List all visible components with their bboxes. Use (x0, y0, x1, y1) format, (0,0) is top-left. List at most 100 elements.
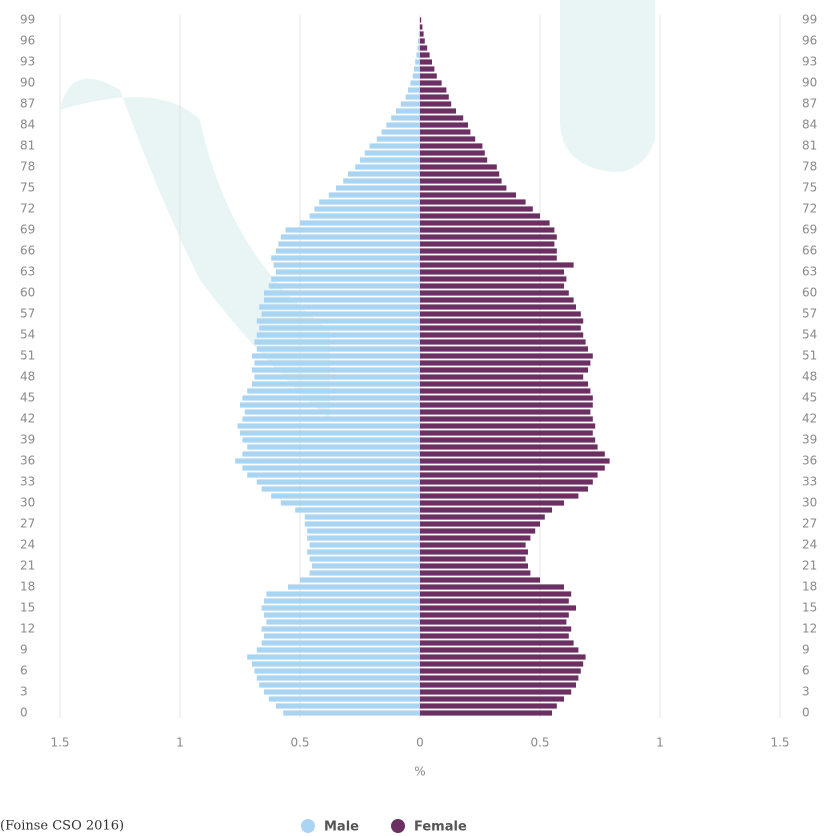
bar (264, 297, 420, 303)
bar (242, 451, 420, 457)
bar (420, 87, 447, 93)
bar (396, 108, 420, 114)
bar (420, 472, 598, 478)
y-tick-label-right: 51 (802, 349, 817, 363)
bar (420, 115, 464, 121)
bar (420, 647, 579, 653)
bar (420, 444, 598, 450)
bar (420, 409, 591, 415)
bar (420, 451, 605, 457)
legend-marker (391, 819, 405, 833)
y-tick-label-right: 39 (802, 433, 817, 447)
bar (420, 206, 533, 212)
bar (348, 171, 420, 177)
bar (261, 626, 420, 632)
y-tick-label: 60 (20, 286, 35, 300)
y-tick-label: 30 (20, 496, 35, 510)
y-tick-label-right: 3 (802, 685, 810, 699)
bar (420, 381, 588, 387)
y-tick-label-right: 63 (802, 265, 817, 279)
bar (273, 262, 420, 268)
bar (266, 591, 420, 597)
y-tick-label-right: 48 (802, 370, 817, 384)
bar (259, 304, 420, 310)
bar (276, 269, 420, 275)
bar (285, 227, 420, 233)
bar (418, 31, 420, 37)
y-tick-label-right: 33 (802, 475, 817, 489)
bar (264, 689, 420, 695)
bar (261, 486, 420, 492)
bar (252, 367, 420, 373)
bar (420, 486, 588, 492)
bar (420, 619, 567, 625)
y-tick-label-right: 6 (802, 664, 810, 678)
y-tick-label: 3 (20, 685, 28, 699)
bar (254, 668, 420, 674)
y-tick-label-right: 45 (802, 391, 817, 405)
bar (264, 633, 420, 639)
y-tick-label-right: 9 (802, 643, 810, 657)
bar (420, 514, 545, 520)
bar (420, 262, 574, 268)
x-tick-label: 1.5 (770, 736, 789, 750)
y-tick-label-right: 54 (802, 328, 817, 342)
bar (408, 87, 420, 93)
bar (420, 94, 449, 100)
bar (420, 710, 552, 716)
bar (412, 73, 420, 79)
y-tick-label-right: 42 (802, 412, 817, 426)
legend-marker (301, 819, 315, 833)
legend-label: Male (324, 820, 359, 835)
bar (252, 661, 420, 667)
bar (420, 542, 526, 548)
bar (420, 164, 497, 170)
bar (420, 521, 540, 527)
y-tick-label: 45 (20, 391, 35, 405)
bar (276, 703, 420, 709)
bar (280, 500, 420, 506)
bar (420, 633, 569, 639)
y-tick-label: 48 (20, 370, 35, 384)
x-tick-label: 1 (176, 736, 184, 750)
y-tick-label: 90 (20, 76, 35, 90)
x-tick-label: 0 (416, 736, 424, 750)
bar (420, 17, 422, 23)
bar (259, 682, 420, 688)
bar (414, 66, 420, 72)
bar (416, 52, 420, 58)
bar (420, 66, 435, 72)
y-tick-label-right: 90 (802, 76, 817, 90)
bar (420, 528, 536, 534)
y-tick-label: 33 (20, 475, 35, 489)
bar (420, 108, 456, 114)
bar (420, 269, 564, 275)
bar (420, 577, 540, 583)
bar (420, 626, 572, 632)
bar (420, 591, 572, 597)
bar (247, 472, 420, 478)
bar (420, 493, 579, 499)
bar (364, 150, 420, 156)
y-tick-label-right: 24 (802, 538, 817, 552)
bar (420, 437, 596, 443)
bar (420, 388, 591, 394)
bar (271, 493, 420, 499)
bar (420, 45, 428, 51)
bar (307, 549, 420, 555)
y-tick-label-right: 15 (802, 601, 817, 615)
bar (237, 423, 420, 429)
bar (417, 45, 420, 51)
y-tick-label: 54 (20, 328, 35, 342)
bar (420, 339, 586, 345)
y-tick-label: 99 (20, 13, 35, 27)
bar (420, 318, 584, 324)
bar (420, 192, 516, 198)
y-tick-label-right: 96 (802, 34, 817, 48)
bar (309, 542, 420, 548)
y-tick-label: 81 (20, 139, 35, 153)
bar (420, 234, 557, 240)
bar (420, 52, 430, 58)
bar (420, 38, 425, 44)
bar (420, 556, 526, 562)
